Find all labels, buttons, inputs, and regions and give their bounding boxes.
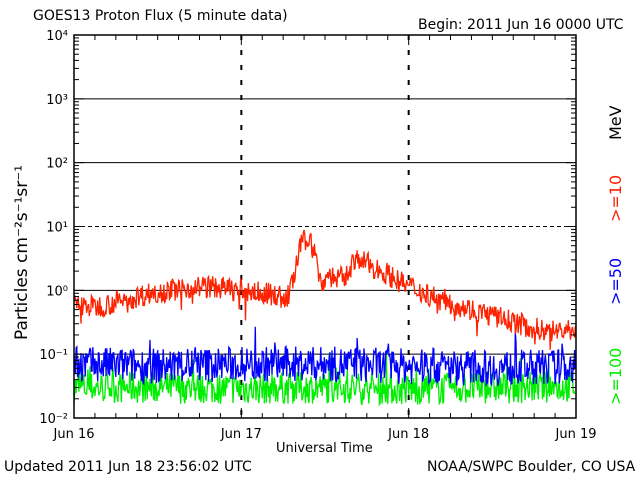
x-tick-label: Jun 17 [220, 427, 262, 442]
x-tick-label: Jun 19 [555, 427, 597, 442]
y-tick-label: 10⁻¹ [39, 348, 68, 363]
y-axis-label: Particles cm⁻²s⁻¹sr⁻¹ [12, 164, 32, 340]
x-tick-label: Jun 16 [53, 427, 95, 442]
y-tick-label: 10⁴ [46, 29, 68, 44]
updated-timestamp: Updated 2011 Jun 18 23:56:02 UTC [4, 459, 252, 475]
series-line-50mev [73, 326, 576, 387]
x-axis-label: Universal Time [276, 441, 373, 456]
series-line-100mev [73, 352, 576, 407]
legend-label-10mev: >=10 [606, 174, 625, 222]
legend-label-50mev: >=50 [606, 257, 625, 305]
x-tick-label: Jun 18 [387, 427, 429, 442]
begin-time: Begin: 2011 Jun 16 0000 UTC [418, 17, 624, 33]
credit-text: NOAA/SWPC Boulder, CO USA [427, 459, 636, 475]
y-tick-label: 10² [46, 157, 68, 172]
y-tick-label: 10³ [46, 93, 68, 108]
energy-unit-label: MeV [606, 105, 625, 140]
legend-label-100mev: >=100 [606, 347, 625, 405]
y-tick-label: 10¹ [46, 221, 68, 236]
chart-title: GOES13 Proton Flux (5 minute data) [33, 8, 288, 24]
series-line-10mev [73, 229, 576, 350]
y-tick-label: 10⁻² [39, 412, 68, 427]
y-tick-label: 10⁰ [46, 284, 68, 299]
